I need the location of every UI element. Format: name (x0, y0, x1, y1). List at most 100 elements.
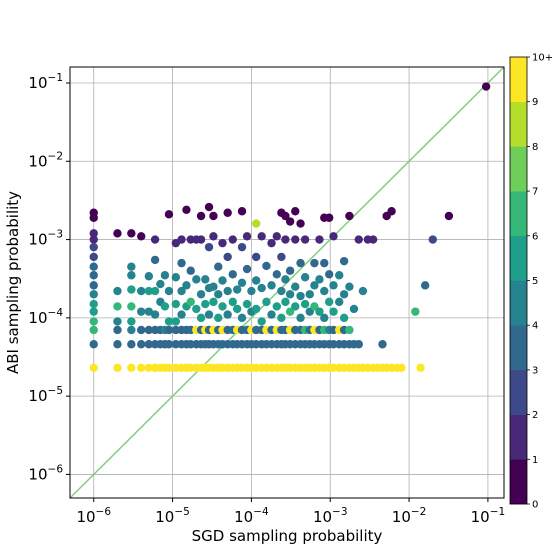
scatter-point-156 (237, 207, 247, 216)
scatter-point-8 (89, 271, 98, 280)
colorbar-tick-label-3: 3 (532, 365, 538, 376)
scatter-point-169 (247, 286, 256, 296)
scatter-point-17 (113, 229, 122, 238)
scatter-point-35 (137, 307, 146, 316)
scatter-point-174 (251, 219, 261, 228)
scatter-point-27 (127, 285, 136, 294)
scatter-point-147 (228, 297, 237, 307)
y-tick-label-3: 10−3 (28, 229, 63, 249)
x-tick-label-1: 10−5 (155, 506, 190, 526)
x-axis-label: SGD sampling probability (192, 527, 383, 545)
scatter-point-83 (182, 281, 191, 290)
x-tick-label-3: 10−3 (313, 506, 348, 526)
scatter-point-82 (182, 205, 191, 214)
scatter-point-263 (320, 258, 329, 268)
scatter-point-37 (137, 340, 146, 349)
scatter-point-234 (296, 291, 305, 301)
scatter-point-30 (127, 325, 136, 335)
scatter-point-122 (209, 297, 218, 307)
colorbar-segment-0 (510, 459, 527, 505)
scatter-point-241 (300, 299, 310, 309)
scatter-point-158 (237, 278, 247, 288)
scatter-point-120 (209, 232, 218, 241)
scatter-point-43 (144, 340, 154, 349)
scatter-point-23 (113, 363, 122, 373)
scatter-point-277 (329, 307, 338, 316)
scatter-point-271 (324, 297, 334, 307)
scatter-point-282 (335, 297, 344, 307)
scatter-point-18 (113, 286, 122, 296)
scatter-point-19 (113, 302, 122, 311)
y-tick-label-4: 10−2 (28, 150, 63, 170)
scatter-point-207 (277, 313, 286, 323)
scatter-point-127 (214, 290, 223, 299)
scatter-point-294 (345, 325, 354, 335)
scatter-point-67 (164, 363, 174, 373)
scatter-point-319 (416, 363, 425, 373)
scatter-point-314 (387, 207, 396, 216)
scatter-point-292 (345, 211, 354, 221)
plot-frame (69, 66, 505, 499)
colorbar-segment-1 (510, 414, 527, 460)
scatter-point-126 (214, 262, 223, 271)
scatter-point-34 (137, 286, 146, 296)
scatter-point-119 (209, 211, 218, 221)
scatter-point-239 (300, 235, 310, 244)
scatter-point-287 (339, 290, 349, 299)
scatter-point-58 (160, 302, 170, 311)
scatter-point-62 (164, 210, 174, 219)
scatter-point-47 (150, 286, 160, 296)
scatter-point-102 (196, 290, 206, 299)
scatter-point-226 (291, 235, 300, 244)
scatter-point-44 (144, 363, 154, 373)
scatter-point-235 (296, 313, 305, 323)
x-axis: 10−6 10−5 10−4 10−3 10−2 10−1 (76, 498, 505, 526)
colorbar-tick-label-5: 5 (532, 276, 538, 287)
scatter-point-138 (223, 208, 232, 217)
colorbar: 0 1 2 3 4 5 6 7 8 9 10+ (509, 53, 553, 511)
scatter-point-46 (150, 255, 160, 265)
scatter-point-275 (329, 232, 338, 241)
scatter-point-139 (223, 252, 232, 262)
scatter-point-108 (201, 299, 210, 309)
scatter-point-101 (196, 235, 206, 244)
scatter-point-9 (89, 281, 98, 290)
colorbar-segment-5 (510, 235, 527, 281)
colorbar-segment-3 (510, 325, 527, 371)
scatter-point-301 (354, 340, 363, 349)
scatter-point-107 (201, 275, 210, 284)
y-axis: 10−6 10−5 10−4 10−3 10−2 10−1 (28, 72, 70, 483)
scatter-point-213 (281, 275, 290, 284)
scatter-point-3 (89, 229, 98, 238)
scatter-point-140 (223, 286, 232, 296)
colorbar-segment-2 (510, 369, 527, 415)
scatter-point-175 (251, 252, 261, 262)
scatter-point-24 (127, 229, 136, 238)
colorbar-tick-label-10: 10+ (532, 53, 553, 64)
scatter-point-78 (177, 310, 186, 319)
scatter-point-7 (89, 262, 98, 271)
scatter-point-25 (127, 262, 136, 271)
colorbar-segment-7 (510, 146, 527, 192)
colorbar-tick-label-6: 6 (532, 231, 538, 242)
scatter-point-187 (262, 261, 271, 271)
scatter-point-300 (354, 235, 363, 244)
scatter-point-66 (164, 340, 174, 349)
scatter-point-31 (127, 340, 136, 349)
scatter-point-205 (277, 252, 286, 262)
scatter-point-264 (320, 286, 329, 296)
scatter-point-183 (257, 317, 266, 326)
scatter-point-163 (242, 232, 252, 241)
scatter-point-13 (89, 317, 98, 326)
scatter-point-270 (324, 270, 334, 279)
scatter-point-257 (315, 275, 324, 284)
scatter-point-0 (481, 82, 491, 91)
colorbar-tick-label-1: 1 (532, 455, 538, 466)
x-tick-label-0: 10−6 (76, 506, 111, 526)
scatter-point-199 (272, 270, 281, 279)
scatter-point-90 (186, 297, 195, 307)
scatter-point-121 (209, 282, 218, 291)
scatter-point-29 (127, 317, 136, 326)
scatter-point-70 (171, 299, 181, 309)
